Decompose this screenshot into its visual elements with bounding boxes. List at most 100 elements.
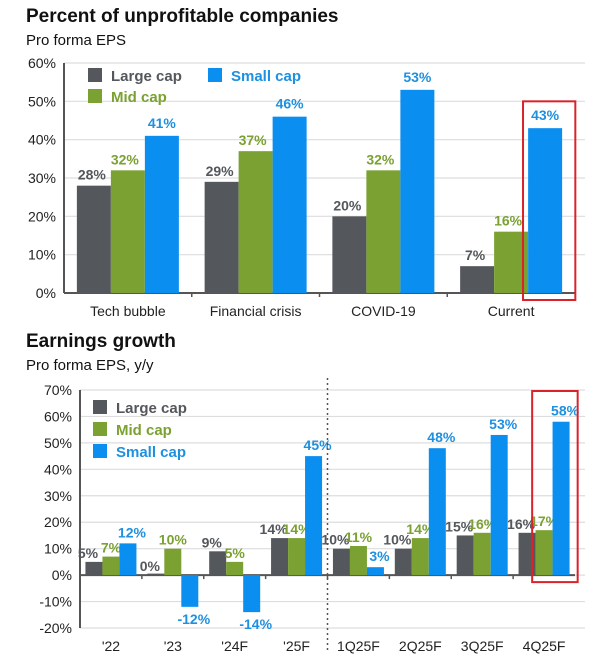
bar-large-cap <box>332 216 367 293</box>
bar-small-cap <box>528 128 563 293</box>
bar-mid-cap <box>164 548 182 576</box>
bar-mid-cap <box>110 170 145 293</box>
y-tick-label: 50% <box>28 93 56 109</box>
bar-small-cap <box>243 575 261 613</box>
data-label: 7% <box>101 540 122 556</box>
data-label: 10% <box>159 532 188 548</box>
x-tick-label: '25F <box>283 638 310 654</box>
data-label: 12% <box>118 524 147 540</box>
data-label: 16% <box>507 516 536 532</box>
data-label: 15% <box>445 518 474 534</box>
data-label: 14% <box>406 521 435 537</box>
data-label: 43% <box>531 107 560 123</box>
data-label: 14% <box>260 521 289 537</box>
data-label: 5% <box>225 545 246 561</box>
bar-small-cap <box>400 89 435 293</box>
y-tick-label: 0% <box>52 567 72 583</box>
bar-mid-cap <box>366 170 401 293</box>
bar-large-cap <box>271 538 289 576</box>
x-tick-label: Financial crisis <box>210 303 302 319</box>
x-tick-label: '24F <box>221 638 248 654</box>
data-label: 16% <box>494 213 523 229</box>
data-label: -14% <box>239 616 272 632</box>
legend-swatch <box>93 422 107 436</box>
bar-small-cap <box>272 116 307 294</box>
y-tick-label: 20% <box>28 208 56 224</box>
y-tick-label: 40% <box>44 461 72 477</box>
x-tick-label: 3Q25F <box>461 638 504 654</box>
x-tick-label: Current <box>488 303 535 319</box>
bar-large-cap <box>209 551 227 576</box>
bar-small-cap <box>305 456 323 576</box>
highlight-box <box>522 100 577 302</box>
data-label: 17% <box>530 513 559 529</box>
bar-large-cap <box>332 548 350 576</box>
y-tick-label: 10% <box>28 247 56 263</box>
x-tick-label: 4Q25F <box>523 638 566 654</box>
y-tick-label: 10% <box>44 541 72 557</box>
x-tick-label: Tech bubble <box>90 303 166 319</box>
data-label: 32% <box>366 151 395 167</box>
legend-swatch <box>208 68 222 82</box>
chart1-subtitle: Pro forma EPS <box>26 32 127 49</box>
bar-small-cap <box>119 543 137 576</box>
y-tick-label: 60% <box>28 55 56 71</box>
bar-large-cap <box>76 185 111 293</box>
data-label: 53% <box>489 416 518 432</box>
bar-large-cap <box>147 573 165 576</box>
bar-small-cap <box>144 135 179 293</box>
legend-swatch <box>93 444 107 458</box>
bar-small-cap <box>181 575 199 607</box>
data-label: 3% <box>369 548 390 564</box>
data-label: 11% <box>345 529 373 545</box>
legend-label-small-cap: Small cap <box>231 68 301 85</box>
bar-small-cap <box>428 448 446 576</box>
data-label: 7% <box>465 247 486 263</box>
chart2-subtitle: Pro forma EPS, y/y <box>26 357 154 374</box>
bar-mid-cap <box>288 538 306 576</box>
bar-large-cap <box>394 548 412 576</box>
legend-swatch <box>88 89 102 103</box>
bar-mid-cap <box>473 532 491 576</box>
legend-label-large-cap: Large cap <box>116 400 187 417</box>
x-tick-label: COVID-19 <box>351 303 416 319</box>
chart1-title: Percent of unprofitable companies <box>26 6 339 27</box>
data-label: 10% <box>383 532 412 548</box>
y-tick-label: 60% <box>44 408 72 424</box>
bar-mid-cap <box>102 556 120 576</box>
x-tick-label: '22 <box>102 638 120 654</box>
y-tick-label: 50% <box>44 435 72 451</box>
bar-mid-cap <box>238 151 273 293</box>
data-label: 28% <box>78 167 107 183</box>
y-tick-label: 20% <box>44 514 72 530</box>
legend-label-mid-cap: Mid cap <box>111 89 167 106</box>
data-label: 46% <box>276 96 305 112</box>
chart2-title: Earnings growth <box>26 331 176 352</box>
data-label: 58% <box>551 403 580 419</box>
data-label: 16% <box>468 516 497 532</box>
legend-swatch <box>93 400 107 414</box>
x-tick-label: 1Q25F <box>337 638 380 654</box>
bar-mid-cap <box>349 546 367 576</box>
x-tick-label: '23 <box>164 638 182 654</box>
bar-large-cap <box>456 535 474 576</box>
data-label: 41% <box>148 115 177 131</box>
data-label: 29% <box>206 163 235 179</box>
y-tick-label: 40% <box>28 132 56 148</box>
legend-label-large-cap: Large cap <box>111 68 182 85</box>
y-tick-label: -10% <box>39 594 72 610</box>
data-label: 53% <box>403 69 432 85</box>
bar-small-cap <box>366 567 384 576</box>
y-tick-label: -20% <box>39 620 72 636</box>
legend-swatch <box>88 68 102 82</box>
y-tick-label: 0% <box>36 285 56 301</box>
bar-small-cap <box>552 421 570 576</box>
bar-small-cap <box>490 434 508 576</box>
data-label: 48% <box>427 429 456 445</box>
bar-mid-cap <box>411 538 429 576</box>
legend-label-small-cap: Small cap <box>116 444 186 461</box>
bar-large-cap <box>85 561 103 576</box>
bar-large-cap <box>460 266 495 293</box>
y-tick-label: 70% <box>44 382 72 398</box>
